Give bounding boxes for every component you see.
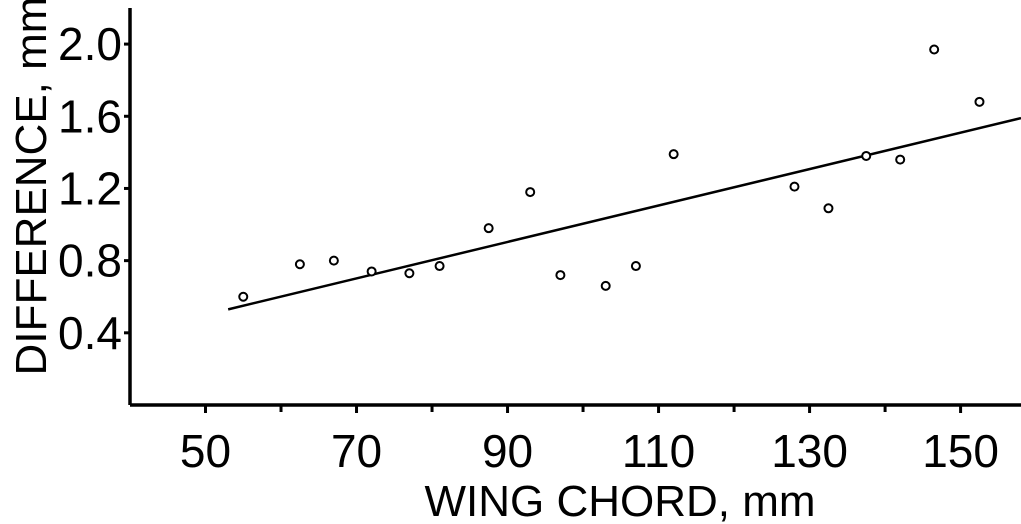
y-tick-label: 0.8 <box>58 235 122 287</box>
y-tick-label: 2.0 <box>58 18 122 70</box>
x-axis-label: WING CHORD, mm <box>424 477 815 524</box>
x-tick-label: 130 <box>771 425 848 477</box>
x-tick-label: 70 <box>331 425 382 477</box>
data-points <box>238 44 985 302</box>
data-point <box>434 261 445 272</box>
data-point <box>555 270 566 281</box>
axes <box>128 8 1021 407</box>
x-tick-label: 50 <box>180 425 231 477</box>
data-point <box>366 266 377 277</box>
data-point <box>630 261 641 272</box>
trend-line <box>227 116 1021 311</box>
data-point <box>404 268 415 279</box>
tick-labels: 50 70 90 110 130 150 0.4 0.8 1.2 1.6 2.0 <box>58 18 999 477</box>
data-point <box>823 203 834 214</box>
data-point <box>525 187 536 198</box>
data-point <box>483 223 494 234</box>
y-axis-label: DIFFERENCE, mm <box>7 0 56 375</box>
ticks <box>124 42 963 413</box>
data-point <box>600 280 611 291</box>
y-tick-label: 1.2 <box>58 162 122 214</box>
y-tick-label: 1.6 <box>58 90 122 142</box>
data-point <box>328 255 339 266</box>
data-point <box>974 96 985 107</box>
x-tick-label: 90 <box>482 425 533 477</box>
data-point <box>789 181 800 192</box>
data-point <box>294 259 305 270</box>
data-point <box>861 150 872 161</box>
x-tick-label: 150 <box>922 425 999 477</box>
data-point <box>895 154 906 165</box>
data-point <box>929 44 940 55</box>
x-tick-label: 110 <box>622 425 695 477</box>
y-tick-label: 0.4 <box>58 307 122 359</box>
data-point <box>238 291 249 302</box>
data-point <box>668 149 679 160</box>
